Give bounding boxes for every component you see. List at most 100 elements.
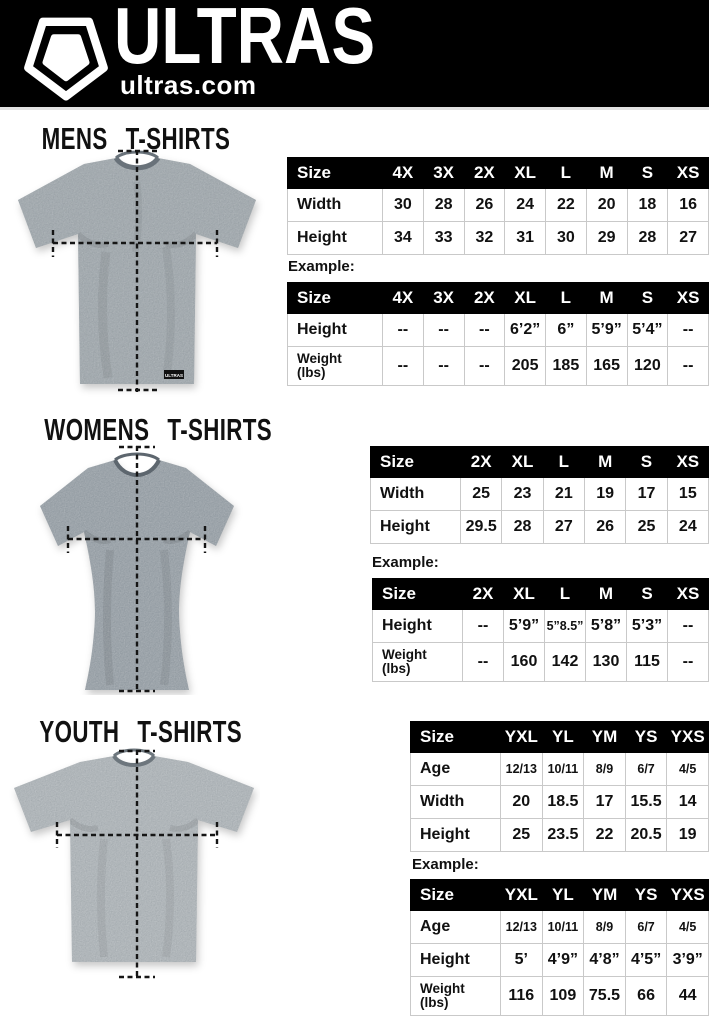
table-cell: 14: [666, 785, 709, 819]
table-row: Height 34 33 32 31 30 29 28 27: [287, 221, 709, 255]
table-header-cell: 2X: [459, 446, 503, 478]
table-header-cell: L: [544, 578, 586, 610]
table-cell: 29: [585, 221, 628, 255]
table-cell: --: [462, 642, 504, 682]
row-label-cell: Height: [287, 313, 383, 347]
row-label-cell: Age: [410, 752, 501, 786]
table-cell: 4’5”: [624, 943, 668, 977]
table-cell: 20: [585, 188, 628, 222]
table-header-cell: 2X: [463, 157, 506, 189]
mens-size-table: Size 4X 3X 2X XL L M S XS Width 30 28 26 24 22 20 18 16 He…: [287, 157, 709, 255]
table-cell: 20.5: [624, 818, 668, 852]
measurement-lines: [55, 749, 219, 979]
table-header-cell: Size: [287, 157, 383, 189]
table-cell: --: [382, 346, 424, 386]
table: Size YXL YL YM YS YXS Age 12/13 10/11 8/9 6/7 4/5 He…: [410, 879, 709, 1016]
table-header-cell: XS: [667, 157, 709, 189]
table-cell: 17: [625, 477, 668, 511]
table-cell: 10/11: [541, 752, 585, 786]
table-header-cell: XS: [666, 446, 709, 478]
table-cell: 12/13: [500, 910, 543, 944]
table-cell: 31: [504, 221, 546, 255]
table-header-cell: XL: [504, 157, 546, 189]
mens-example-table: Size 4X 3X 2X XL L M S XS Height -- -- -- 6’2” 6” 5’9” 5…: [287, 282, 709, 386]
table-cell: 4’8”: [583, 943, 626, 977]
table-header-cell: XL: [504, 282, 546, 314]
table-header-cell: 3X: [422, 282, 465, 314]
table-cell: 142: [544, 642, 586, 682]
table-header-cell: XL: [501, 446, 544, 478]
table-header-cell: S: [626, 578, 668, 610]
table-cell: 8/9: [583, 752, 626, 786]
table-cell: 5’9”: [585, 313, 628, 347]
table-cell: 205: [504, 346, 546, 386]
table-cell: 23: [501, 477, 544, 511]
table-header-cell: 2X: [462, 578, 504, 610]
table-cell: 115: [626, 642, 668, 682]
table-cell: 22: [545, 188, 587, 222]
table-row: Width 25 23 21 19 17 15: [370, 477, 709, 511]
table-header-cell: YM: [583, 721, 626, 753]
row-label-cell: Age: [410, 910, 501, 944]
collar-back-line: [112, 748, 156, 758]
table-cell: 25: [459, 477, 503, 511]
row-label-cell: Height: [370, 510, 461, 544]
table-header-cell: YL: [541, 721, 585, 753]
womens-size-table: Size 2X XL L M S XS Width 25 23 21 19 17 15 Height 29.5…: [370, 446, 709, 544]
table-row: Width 20 18.5 17 15.5 14: [410, 785, 709, 819]
table-cell: 33: [422, 221, 465, 255]
row-label-cell: Height: [410, 818, 501, 852]
table-cell: 109: [541, 976, 585, 1016]
table-cell: --: [382, 313, 424, 347]
table-cell: --: [667, 313, 709, 347]
table-cell: 28: [626, 221, 669, 255]
table-cell: 5’8”: [585, 609, 627, 643]
mens-example-label: Example:: [288, 258, 355, 275]
table-cell: 5’: [500, 943, 543, 977]
table-cell: 4/5: [666, 752, 709, 786]
table-row: Weight (lbs) 116 109 75.5 66 44: [410, 976, 709, 1016]
row-label-cell: Weight (lbs): [372, 642, 463, 682]
table-header-cell: Size: [410, 879, 501, 911]
table-cell: 130: [585, 642, 627, 682]
table-header-cell: YL: [541, 879, 585, 911]
table-header-cell: YS: [624, 879, 668, 911]
table-cell: 116: [500, 976, 543, 1016]
table-header-cell: S: [626, 282, 669, 314]
table-cell: 20: [500, 785, 543, 819]
table-header-cell: YS: [624, 721, 668, 753]
womens-section-title: WOMENS T-SHIRTS: [44, 412, 273, 447]
table: Size 2X XL L M S XS Height -- 5’9” 5”8.5” 5’8” 5’3” -…: [372, 578, 709, 682]
table-header-cell: L: [545, 282, 587, 314]
table-header-cell: YM: [583, 879, 626, 911]
table-cell: 6’2”: [504, 313, 546, 347]
mens-tshirt-image: ULTRAS: [18, 149, 256, 392]
table-header-cell: 4X: [382, 157, 424, 189]
table: Size 4X 3X 2X XL L M S XS Width 30 28 26 24 22 20 18 16 He…: [287, 157, 709, 255]
table-cell: --: [463, 346, 506, 386]
table-header-cell: 2X: [463, 282, 506, 314]
table-cell: 28: [501, 510, 544, 544]
table-cell: 8/9: [583, 910, 626, 944]
table-cell: --: [422, 346, 465, 386]
table-cell: --: [422, 313, 465, 347]
table-row: Weight (lbs) -- 160 142 130 115 --: [372, 642, 709, 682]
header-bar: ULTRAS ultras.com: [0, 0, 709, 110]
table-row: Height 25 23.5 22 20.5 19: [410, 818, 709, 852]
table-header-cell: M: [585, 578, 627, 610]
womens-tshirt-image: Ultras: [40, 445, 234, 693]
table-row: Width 30 28 26 24 22 20 18 16: [287, 188, 709, 222]
table-cell: 6/7: [624, 910, 668, 944]
brand-wordmark: ULTRAS: [114, 0, 376, 80]
table-cell: 5”8.5”: [544, 609, 586, 643]
table-header-cell: Size: [370, 446, 461, 478]
table-header-cell: Size: [372, 578, 463, 610]
table-cell: 34: [382, 221, 424, 255]
table-row: Height -- -- -- 6’2” 6” 5’9” 5’4” --: [287, 313, 709, 347]
table-header-cell: S: [625, 446, 668, 478]
table-header-cell: Size: [410, 721, 501, 753]
womens-example-label: Example:: [372, 554, 439, 571]
table: Size YXL YL YM YS YXS Age 12/13 10/11 8/9 6/7 4/5 Wi…: [410, 721, 709, 852]
table-cell: 27: [542, 510, 585, 544]
table-cell: --: [667, 346, 709, 386]
